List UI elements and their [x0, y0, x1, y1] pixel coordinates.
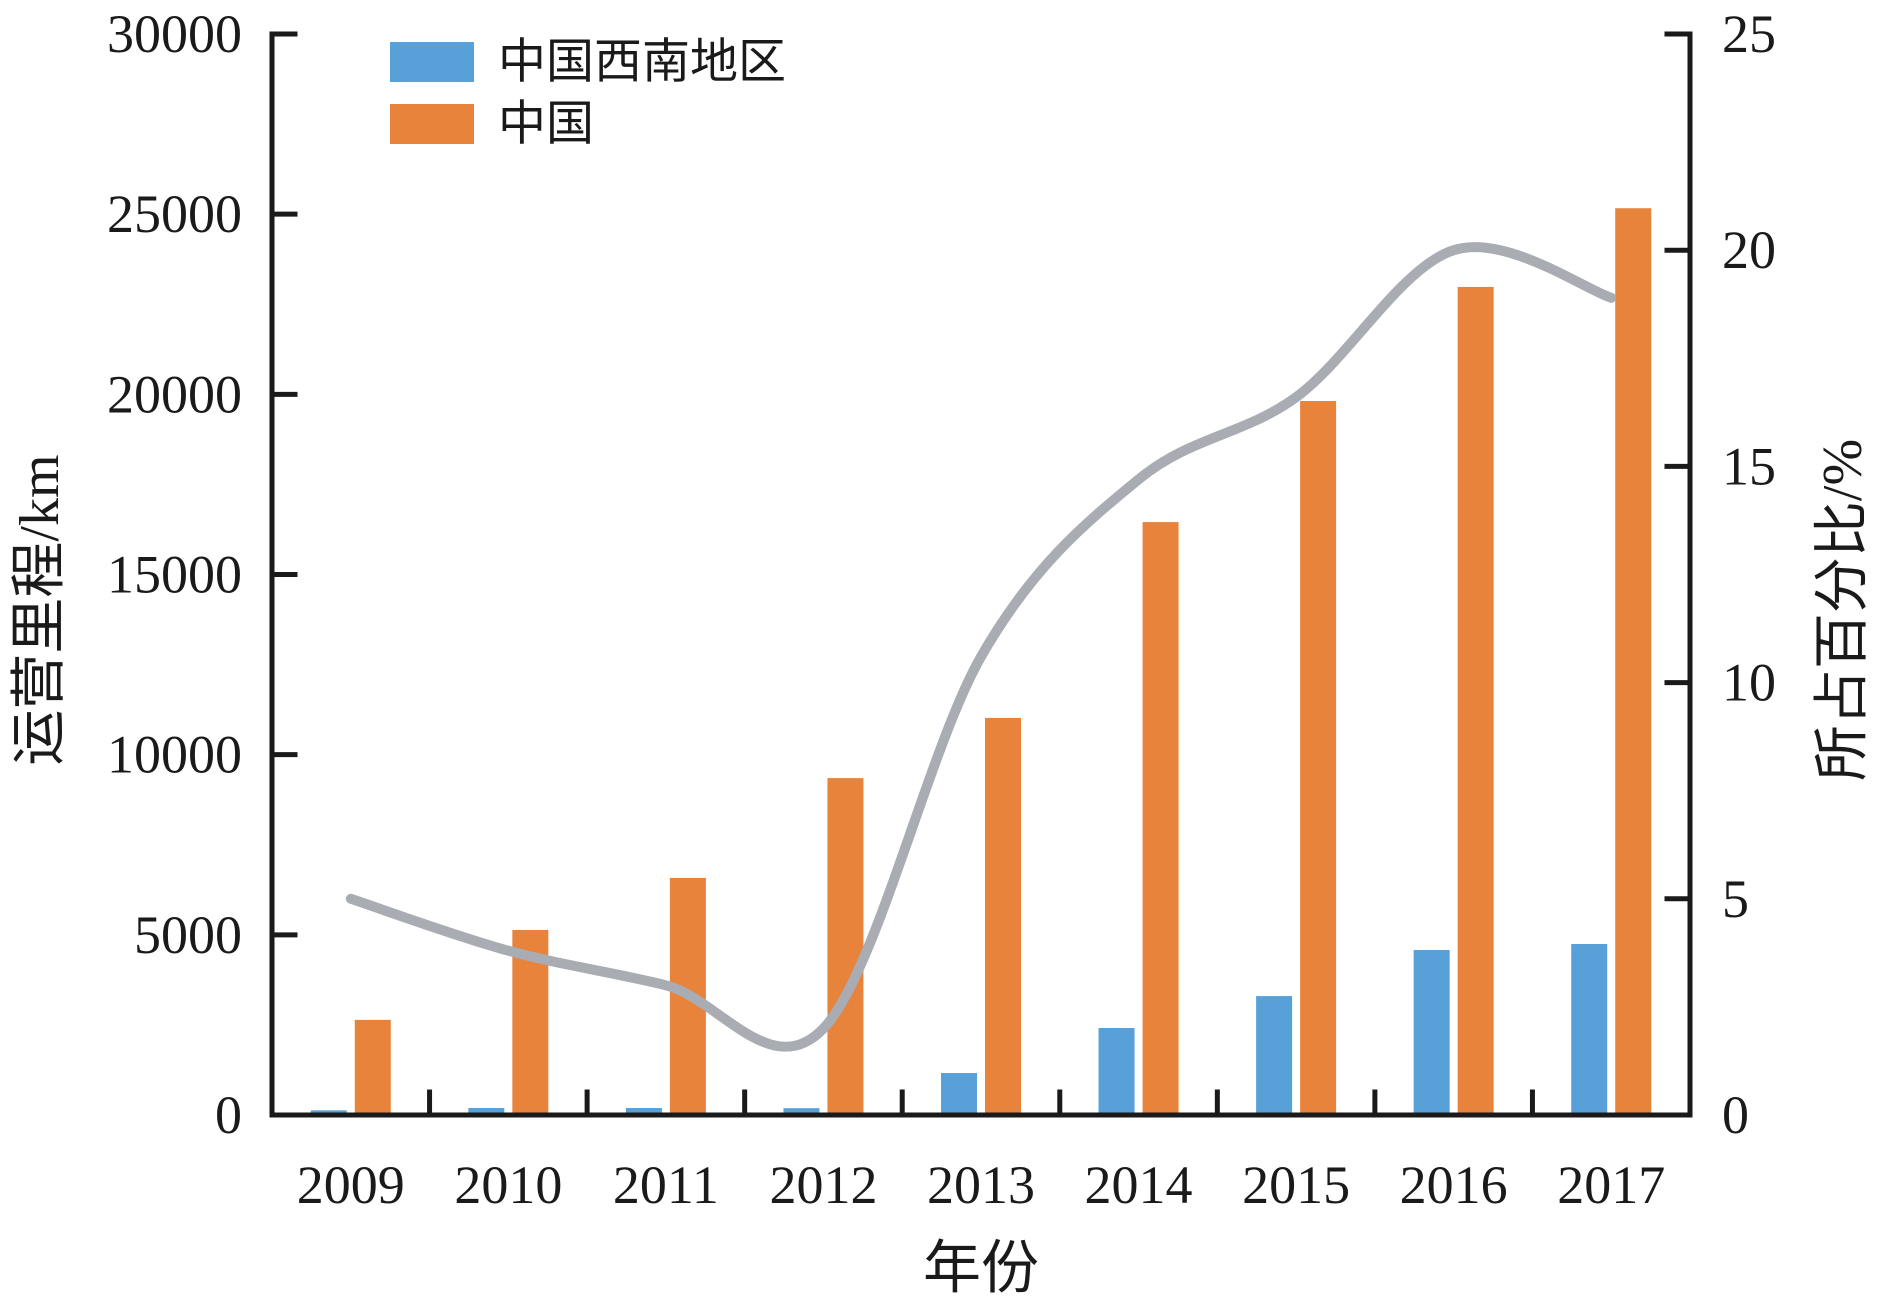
bar-china-2015 — [1300, 400, 1337, 1115]
bar-southwest-2015 — [1256, 996, 1293, 1115]
y-left-tick-label-0: 0 — [215, 1085, 242, 1145]
x-tick-label-2013: 2013 — [927, 1155, 1035, 1215]
bar-china-2016 — [1457, 286, 1494, 1116]
bar-southwest-2012 — [783, 1108, 820, 1115]
y-right-tick-label-15: 15 — [1722, 436, 1776, 496]
x-tick-label-2011: 2011 — [613, 1155, 719, 1215]
bar-southwest-2011 — [625, 1107, 662, 1115]
y-left-tick-label-10000: 10000 — [107, 725, 242, 785]
x-tick-label-2017: 2017 — [1557, 1155, 1665, 1215]
y-right-tick-label-5: 5 — [1722, 869, 1749, 929]
bar-china-2014 — [1142, 522, 1179, 1115]
y-left-tick-label-20000: 20000 — [107, 364, 242, 424]
y-left-tick-label-25000: 25000 — [107, 184, 242, 244]
bar-southwest-2014 — [1098, 1027, 1135, 1115]
bar-southwest-2013 — [941, 1073, 977, 1115]
legend-swatch-china — [390, 104, 474, 144]
x-tick-label-2015: 2015 — [1242, 1155, 1350, 1215]
y-right-tick-label-10: 10 — [1722, 653, 1776, 713]
bar-southwest-2016 — [1413, 949, 1450, 1115]
y-left-tick-label-15000: 15000 — [107, 545, 242, 605]
legend-swatch-southwest — [390, 42, 474, 82]
bar-china-2009 — [354, 1019, 391, 1115]
x-tick-label-2016: 2016 — [1400, 1155, 1508, 1215]
legend-label-china: 中国 — [498, 98, 594, 151]
bar-china-2013 — [985, 717, 1021, 1115]
legend-label-southwest: 中国西南地区 — [498, 36, 786, 89]
x-tick-label-2010: 2010 — [454, 1155, 562, 1215]
bar-china-2017 — [1615, 208, 1652, 1115]
x-tick-label-2009: 2009 — [297, 1155, 405, 1215]
percent-line — [345, 242, 1617, 1052]
bar-southwest-2010 — [468, 1107, 505, 1115]
x-axis-title: 年份 — [923, 1236, 1039, 1301]
y-left-tick-label-30000: 30000 — [107, 4, 242, 64]
y-right-tick-label-25: 25 — [1722, 4, 1776, 64]
bar-southwest-2017 — [1571, 944, 1608, 1115]
bar-china-2012 — [827, 778, 864, 1115]
y-right-axis-title: 所占百分比/% — [1812, 439, 1874, 781]
x-tick-label-2012: 2012 — [769, 1155, 877, 1215]
y-right-tick-label-20: 20 — [1722, 220, 1776, 280]
y-left-axis-title: 运营里程/km — [9, 454, 71, 765]
x-tick-label-2014: 2014 — [1085, 1155, 1193, 1215]
y-left-tick-label-5000: 5000 — [134, 905, 242, 965]
y-right-tick-label-0: 0 — [1722, 1085, 1749, 1145]
